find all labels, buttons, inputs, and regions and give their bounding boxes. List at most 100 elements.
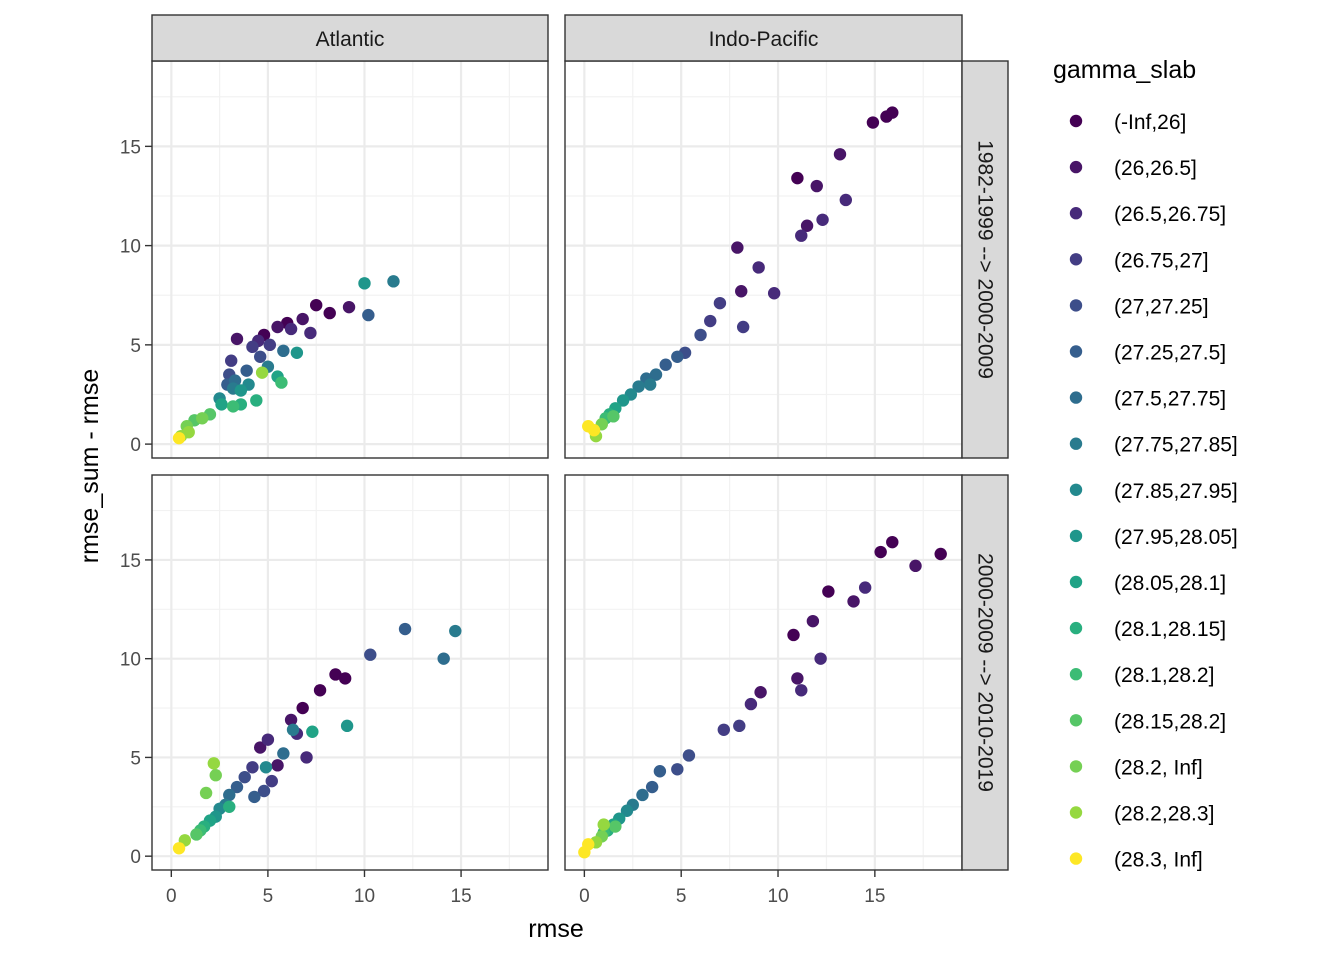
data-point xyxy=(744,697,758,711)
legend-key xyxy=(1069,437,1083,450)
data-point xyxy=(284,713,298,727)
legend-key xyxy=(1069,160,1083,174)
axes: 0 5 10 15 0 5 10 15 0 5 10 15 0 5 10 15 xyxy=(120,137,886,907)
legend-key xyxy=(1069,299,1083,312)
data-point xyxy=(277,747,290,760)
data-point xyxy=(309,298,323,312)
data-point xyxy=(223,800,236,813)
legend-key xyxy=(1069,345,1083,358)
data-point xyxy=(398,622,412,636)
panel-background xyxy=(152,475,548,870)
data-point xyxy=(225,354,238,367)
data-point xyxy=(731,241,744,254)
legend-key xyxy=(1069,714,1083,727)
data-point xyxy=(364,648,377,661)
data-point xyxy=(671,350,684,363)
legend-key xyxy=(1069,575,1083,589)
facet-strip-row-label: 1982-1999 --> 2000-2009 xyxy=(974,140,997,379)
data-point xyxy=(833,148,847,161)
data-point xyxy=(754,686,767,699)
data-point xyxy=(787,628,800,642)
data-point xyxy=(816,213,829,226)
data-point xyxy=(284,322,298,336)
data-point xyxy=(223,788,236,802)
y-tick-label: 10 xyxy=(120,650,141,671)
data-point xyxy=(437,652,450,665)
data-point xyxy=(659,358,672,371)
legend-title: gamma_slab xyxy=(1053,56,1196,84)
data-point xyxy=(250,394,263,407)
legend-key xyxy=(1069,114,1083,128)
data-point xyxy=(182,425,195,439)
data-point xyxy=(649,368,663,381)
data-point xyxy=(238,770,251,784)
x-tick-label: 15 xyxy=(451,886,472,907)
data-point xyxy=(736,320,750,334)
x-axis-title: rmse xyxy=(528,915,584,943)
data-point xyxy=(323,306,336,320)
data-point xyxy=(645,780,659,794)
data-points xyxy=(172,106,947,859)
facet-strips: Atlantic Indo-Pacific 1982-1999 --> 2000-2… xyxy=(151,14,1009,871)
data-point xyxy=(704,314,717,328)
legend-key xyxy=(1069,760,1083,773)
y-axis-title: rmse_sum - rmse xyxy=(76,369,104,563)
data-point xyxy=(313,684,327,697)
data-point xyxy=(620,804,634,817)
legend-key xyxy=(1069,806,1083,819)
legend-label: (27,27.25] xyxy=(1114,295,1209,318)
data-point xyxy=(215,398,228,411)
legend-key xyxy=(1069,668,1083,681)
panel-border xyxy=(151,474,549,871)
legend-key xyxy=(1069,391,1083,404)
legend-label: (27.75,27.85] xyxy=(1114,434,1238,457)
data-point xyxy=(248,790,261,804)
data-point xyxy=(636,788,649,802)
legend-label: (26.5,26.75] xyxy=(1114,203,1226,226)
data-point xyxy=(616,394,630,407)
data-point xyxy=(886,106,899,119)
data-point xyxy=(226,400,240,413)
facet-strip-col-label: Atlantic xyxy=(316,28,385,51)
legend-label: (28.05,28.1] xyxy=(1114,572,1226,595)
data-point xyxy=(342,300,356,314)
legend-key xyxy=(1069,529,1083,543)
legend-label: (27.25,27.5] xyxy=(1114,342,1226,365)
data-point xyxy=(199,786,213,800)
data-point xyxy=(172,431,186,445)
data-point xyxy=(822,585,835,598)
data-point xyxy=(265,774,278,788)
y-tick-label: 5 xyxy=(130,748,141,769)
data-point xyxy=(671,763,684,776)
data-point xyxy=(240,364,253,377)
data-point xyxy=(246,340,259,354)
data-point xyxy=(607,410,620,423)
legend-key xyxy=(1069,207,1083,220)
data-point xyxy=(209,769,222,782)
x-tick-label: 5 xyxy=(263,886,274,907)
legend-label: (-Inf,26] xyxy=(1114,111,1186,134)
data-point xyxy=(271,759,284,772)
y-tick-label: 0 xyxy=(130,435,141,456)
data-point xyxy=(767,287,781,300)
data-point xyxy=(387,275,400,288)
data-point xyxy=(449,624,462,638)
data-point xyxy=(810,179,823,193)
facet-strip-row xyxy=(961,474,1009,871)
facet-strip-col xyxy=(564,14,963,62)
data-point xyxy=(644,378,657,391)
x-tick-label: 5 xyxy=(676,886,687,907)
data-point xyxy=(246,761,259,774)
legend-key xyxy=(1069,852,1083,865)
data-point xyxy=(275,376,288,389)
data-point xyxy=(587,424,601,437)
data-point xyxy=(653,765,667,778)
data-point xyxy=(934,547,947,561)
legend-label: (28.2, Inf] xyxy=(1114,756,1203,779)
y-tick-label: 0 xyxy=(130,847,141,868)
data-point xyxy=(795,684,808,697)
legend-label: (28.3, Inf] xyxy=(1114,849,1203,872)
x-tick-label: 15 xyxy=(864,886,885,907)
data-point xyxy=(800,219,814,232)
